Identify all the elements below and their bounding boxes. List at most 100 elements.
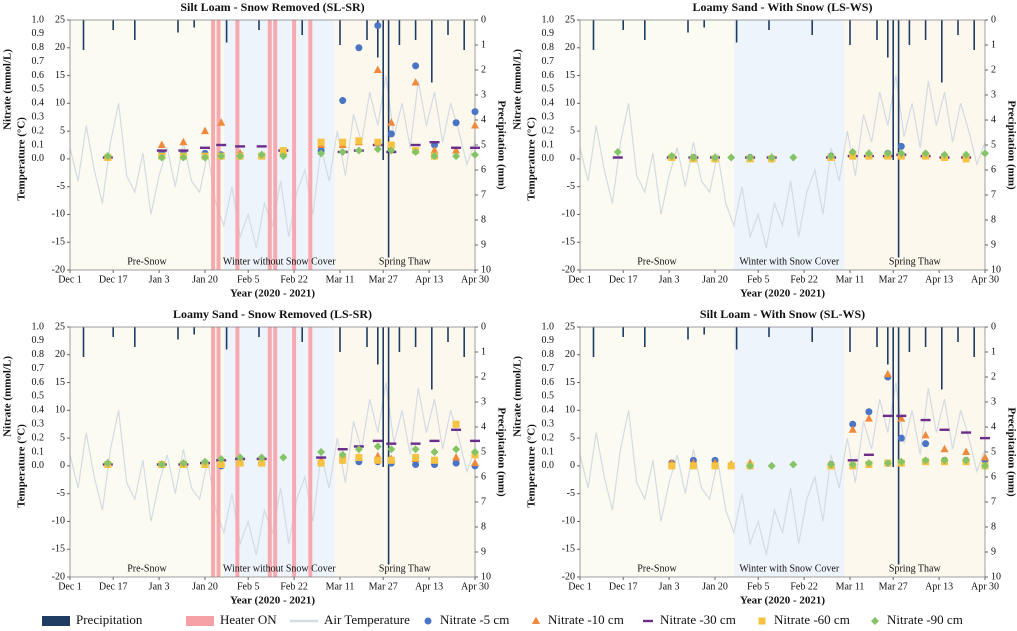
marker-diamond [746, 461, 755, 470]
marker-triangle [201, 126, 209, 135]
x-tick-label: Feb 5 [747, 274, 770, 285]
marker-square [355, 454, 363, 462]
y2-tick-label: 10 [991, 571, 1001, 582]
y-tick-label: 10 [55, 405, 65, 416]
period-band [70, 20, 224, 270]
marker-diamond [354, 146, 363, 155]
y-tick-label: 10 [565, 405, 575, 416]
period-label: Winter without Snow Cover [223, 563, 336, 574]
y2-tick-label: 0 [991, 321, 996, 332]
x-tick-label: Feb 22 [790, 581, 818, 592]
marker-triangle [430, 146, 439, 154]
x-tick-label: Dec 1 [58, 581, 82, 592]
precipitation-bar [592, 20, 595, 50]
nitrate-tick-label: 1.0 [32, 14, 45, 25]
marker-dash [961, 431, 972, 434]
nitrate-tick-label: 0.4 [32, 98, 45, 109]
y2-tick-label: 1 [991, 39, 996, 50]
nitrate-tick-label: 0.1 [32, 139, 45, 150]
nitrate-tick-label: 1.0 [32, 321, 45, 332]
marker-square [387, 456, 395, 464]
marker-dash [451, 146, 462, 149]
marker-diamond [897, 149, 906, 158]
y2-tick-label: 8 [991, 214, 996, 225]
x-tick-label: Dec 17 [609, 581, 638, 592]
marker-diamond [373, 442, 382, 451]
y2-tick-label: 3 [481, 89, 486, 100]
marker-diamond [767, 461, 776, 470]
precipitation-bar [924, 20, 927, 40]
x-tick-label: Apr 30 [461, 581, 489, 592]
marker-diamond [727, 153, 736, 162]
marker-diamond [236, 453, 245, 462]
marker-diamond [387, 146, 396, 155]
legend-label: Nitrate -60 cm [774, 612, 850, 627]
precipitation-bar [849, 327, 851, 352]
precipitation-bar [387, 20, 390, 258]
x-tick-label: Feb 5 [237, 274, 260, 285]
precipitation-bar [687, 327, 689, 340]
y2-tick-label: 4 [481, 114, 486, 125]
precipitation-bar [687, 20, 689, 33]
nitrate-tick-label: 0.8 [542, 349, 555, 360]
y2-tick-label: 2 [991, 371, 996, 382]
precipitation-bar [703, 20, 705, 28]
x-tick-label: Apr 13 [415, 274, 443, 285]
y2-tick-label: 0 [991, 14, 996, 25]
marker-square [355, 137, 363, 145]
y-tick-label: 15 [565, 70, 575, 81]
heater-band [235, 20, 240, 270]
marker-circle [412, 461, 420, 468]
y-tick-label: 5 [60, 125, 65, 136]
x-tick-label: Apr 13 [925, 274, 953, 285]
y-tick-label: -5 [567, 181, 575, 192]
nitrate-tick-label: 0.5 [32, 84, 45, 95]
marker-dash [470, 146, 480, 149]
period-label: Spring Thaw [889, 256, 942, 267]
y-tick-label: 10 [565, 98, 575, 109]
marker-diamond [217, 152, 226, 161]
air-temperature-line [579, 75, 986, 248]
precipitation-bar [811, 20, 813, 35]
precipitation-bar [134, 327, 136, 347]
nitrate-tick-label: 0.9 [32, 335, 45, 346]
precipitation-bar [592, 327, 595, 357]
nitrate-tick-label: 0.7 [542, 363, 555, 374]
marker-dash [316, 456, 327, 459]
nitrate-tick-label: 0.9 [542, 335, 555, 346]
y2-tick-label: 10 [481, 571, 491, 582]
marker-diamond [430, 448, 439, 456]
heater-band [292, 327, 297, 577]
precipitation-bar [225, 20, 228, 43]
period-label: Pre-Snow [127, 256, 167, 267]
x-tick-label: Dec 1 [58, 274, 82, 285]
x-tick-label: Jan 3 [659, 581, 680, 592]
nitrate-tick-label: 0.8 [32, 42, 45, 53]
chart-title: Silt Loam - With Snow (SL-WS) [700, 307, 865, 321]
marker-diamond [179, 153, 188, 162]
heater-band [216, 327, 221, 577]
precipitation-bar [377, 327, 379, 365]
y-axis-title: Temperature (°C) [16, 424, 28, 508]
precipitation-bar [897, 20, 900, 258]
y2-tick-label: 1 [481, 39, 486, 50]
y2-tick-label: 9 [481, 239, 486, 250]
marker-square [711, 462, 719, 470]
y2-axis-title: Precipitation (mm) [495, 407, 507, 497]
marker-diamond [217, 454, 226, 463]
y2-tick-label: 7 [991, 496, 996, 507]
marker-square [339, 138, 347, 146]
marker-diamond [387, 445, 396, 454]
marker-triangle [848, 425, 857, 433]
marker-diamond [883, 149, 892, 158]
marker-dash [980, 436, 990, 440]
period-band [580, 20, 734, 270]
marker-dash [235, 145, 246, 148]
precipitation-bar [735, 327, 738, 350]
precipitation-bar [377, 20, 379, 58]
marker-triangle [883, 369, 892, 378]
period-label: Pre-Snow [637, 563, 677, 574]
x-tick-label: Feb 22 [280, 581, 308, 592]
precipitation-bar [876, 327, 878, 347]
precipitation-bar [957, 20, 959, 35]
